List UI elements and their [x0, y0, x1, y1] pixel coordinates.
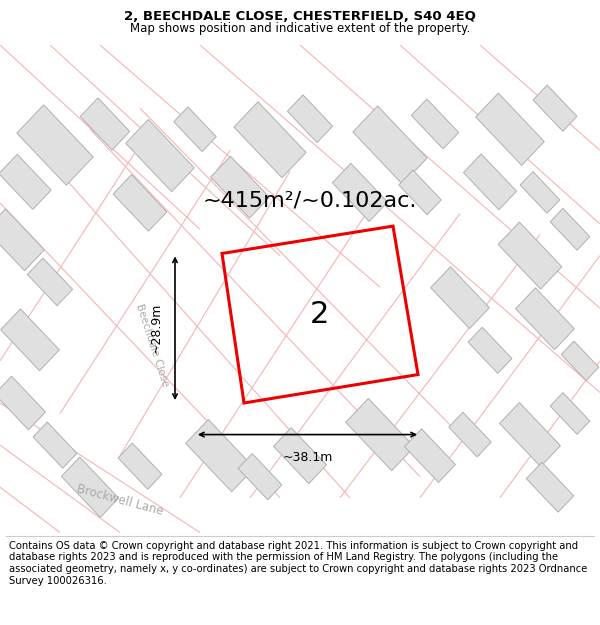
Polygon shape: [113, 174, 167, 231]
Text: Beechdale Close: Beechdale Close: [134, 302, 170, 388]
Polygon shape: [346, 399, 414, 471]
Polygon shape: [476, 93, 544, 166]
Polygon shape: [80, 98, 130, 150]
Polygon shape: [234, 102, 306, 178]
Text: 2: 2: [310, 300, 329, 329]
Text: ~415m²/~0.102ac.: ~415m²/~0.102ac.: [203, 191, 417, 211]
Polygon shape: [118, 443, 162, 489]
Polygon shape: [17, 105, 93, 185]
Polygon shape: [412, 99, 458, 149]
Polygon shape: [211, 156, 269, 218]
Polygon shape: [186, 419, 254, 492]
Polygon shape: [533, 85, 577, 131]
Polygon shape: [174, 107, 216, 152]
Polygon shape: [449, 412, 491, 457]
Polygon shape: [353, 106, 427, 184]
Polygon shape: [28, 258, 73, 306]
Polygon shape: [520, 171, 560, 213]
Polygon shape: [404, 429, 455, 483]
Polygon shape: [498, 222, 562, 289]
Polygon shape: [238, 454, 282, 500]
Polygon shape: [61, 457, 119, 518]
Polygon shape: [550, 208, 590, 250]
Polygon shape: [468, 328, 512, 373]
Polygon shape: [0, 376, 46, 430]
Polygon shape: [550, 392, 590, 434]
Polygon shape: [526, 462, 574, 512]
Polygon shape: [1, 309, 59, 371]
Polygon shape: [0, 209, 44, 271]
Text: Map shows position and indicative extent of the property.: Map shows position and indicative extent…: [130, 22, 470, 35]
Polygon shape: [126, 119, 194, 192]
Polygon shape: [332, 163, 388, 221]
Polygon shape: [431, 267, 490, 329]
Polygon shape: [399, 170, 441, 215]
Text: 2, BEECHDALE CLOSE, CHESTERFIELD, S40 4EQ: 2, BEECHDALE CLOSE, CHESTERFIELD, S40 4E…: [124, 10, 476, 23]
Text: Contains OS data © Crown copyright and database right 2021. This information is : Contains OS data © Crown copyright and d…: [9, 541, 587, 586]
Polygon shape: [500, 402, 560, 467]
Polygon shape: [274, 428, 326, 484]
Text: Brockwell Lane: Brockwell Lane: [75, 482, 164, 518]
Polygon shape: [0, 154, 51, 209]
Polygon shape: [561, 341, 599, 381]
Polygon shape: [463, 154, 517, 210]
Polygon shape: [287, 95, 332, 142]
Text: ~28.9m: ~28.9m: [150, 303, 163, 353]
Polygon shape: [33, 422, 77, 468]
Polygon shape: [515, 288, 574, 349]
Text: ~38.1m: ~38.1m: [283, 451, 332, 464]
